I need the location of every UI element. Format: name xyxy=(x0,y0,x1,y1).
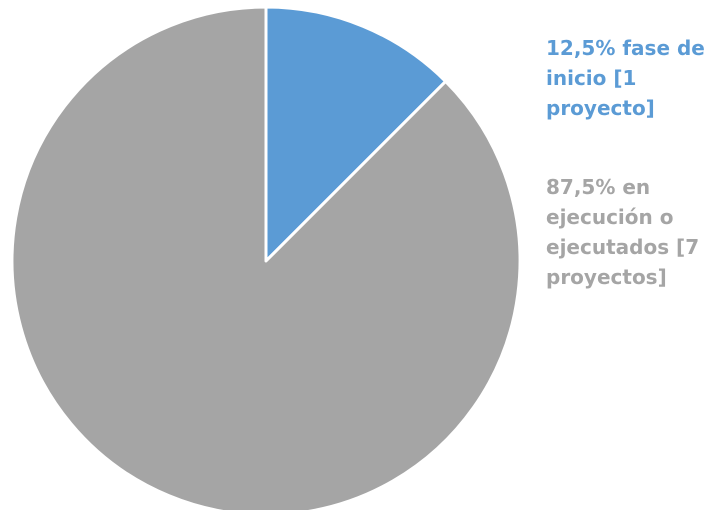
slice-label-line: proyecto] xyxy=(546,96,655,120)
slice-label-line: 87,5% en xyxy=(546,175,651,199)
pie-slice-0 xyxy=(264,5,448,263)
slice-label-line: inicio [1 xyxy=(546,66,637,90)
slice-label-line: proyectos] xyxy=(546,265,667,289)
slice-label-en-ejecucion: 87,5% en ejecución o ejecutados [7 proyecto… xyxy=(546,172,716,292)
pie-slice-1 xyxy=(10,5,522,510)
slice-label-line: 12,5% fase de xyxy=(546,36,705,60)
slice-label-line: ejecutados [7 xyxy=(546,235,700,259)
slice-label-fase-de-inicio: 12,5% fase de inicio [1 proyecto] xyxy=(546,33,716,123)
pie-slices xyxy=(10,5,522,510)
slice-label-line: ejecución o xyxy=(546,205,674,229)
